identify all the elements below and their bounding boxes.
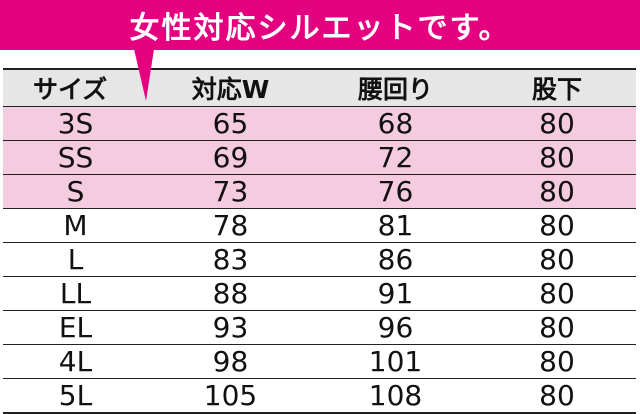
cell-inseam: 80 <box>478 106 636 141</box>
cell-inseam: 80 <box>478 310 636 345</box>
cell-inseam: 80 <box>478 276 636 311</box>
cell-waist: 78 <box>148 208 313 243</box>
header-inseam: 股下 <box>478 68 636 107</box>
cell-waist: 69 <box>148 140 313 175</box>
table-row: LL 88 91 80 <box>3 276 636 311</box>
cell-size: L <box>3 242 148 277</box>
cell-waist: 88 <box>148 276 313 311</box>
cell-inseam: 80 <box>478 344 636 379</box>
table-header-row: サイズ 対応W 腰回り 股下 <box>3 68 636 107</box>
table-row: 5L 105 108 80 <box>3 378 636 414</box>
cell-size: S <box>3 174 148 209</box>
table-row: 3S 65 68 80 <box>3 106 636 141</box>
cell-waist: 83 <box>148 242 313 277</box>
cell-hip: 68 <box>313 106 478 141</box>
banner: 女性対応シルエットです。 <box>0 0 640 50</box>
header-waist: 対応W <box>148 68 313 107</box>
cell-inseam: 80 <box>478 140 636 175</box>
cell-size: 4L <box>3 344 148 379</box>
cell-hip: 96 <box>313 310 478 345</box>
cell-inseam: 80 <box>478 208 636 243</box>
cell-size: M <box>3 208 148 243</box>
cell-hip: 76 <box>313 174 478 209</box>
cell-waist: 98 <box>148 344 313 379</box>
header-hip: 腰回り <box>313 68 478 107</box>
size-table: サイズ 対応W 腰回り 股下 3S 65 68 80 SS 69 72 80 S 73 76 80 M 7… <box>3 68 636 414</box>
cell-hip: 81 <box>313 208 478 243</box>
cell-hip: 86 <box>313 242 478 277</box>
table-body: 3S 65 68 80 SS 69 72 80 S 73 76 80 M 78 81 80 L 83 86 80 LL 8… <box>3 106 636 414</box>
cell-hip: 101 <box>313 344 478 379</box>
cell-size: LL <box>3 276 148 311</box>
table-row: 4L 98 101 80 <box>3 344 636 379</box>
header-size: サイズ <box>3 68 148 107</box>
cell-waist: 73 <box>148 174 313 209</box>
cell-size: EL <box>3 310 148 345</box>
cell-inseam: 80 <box>478 378 636 414</box>
banner-text: 女性対応シルエットです。 <box>129 11 511 46</box>
cell-size: SS <box>3 140 148 175</box>
table-row: SS 69 72 80 <box>3 140 636 175</box>
cell-waist: 105 <box>148 378 313 414</box>
cell-waist: 93 <box>148 310 313 345</box>
cell-inseam: 80 <box>478 242 636 277</box>
table-row: M 78 81 80 <box>3 208 636 243</box>
banner-pointer <box>134 49 154 101</box>
table-row: L 83 86 80 <box>3 242 636 277</box>
cell-size: 5L <box>3 378 148 414</box>
cell-size: 3S <box>3 106 148 141</box>
table-row: S 73 76 80 <box>3 174 636 209</box>
table-row: EL 93 96 80 <box>3 310 636 345</box>
cell-hip: 91 <box>313 276 478 311</box>
cell-hip: 72 <box>313 140 478 175</box>
cell-hip: 108 <box>313 378 478 414</box>
cell-waist: 65 <box>148 106 313 141</box>
cell-inseam: 80 <box>478 174 636 209</box>
